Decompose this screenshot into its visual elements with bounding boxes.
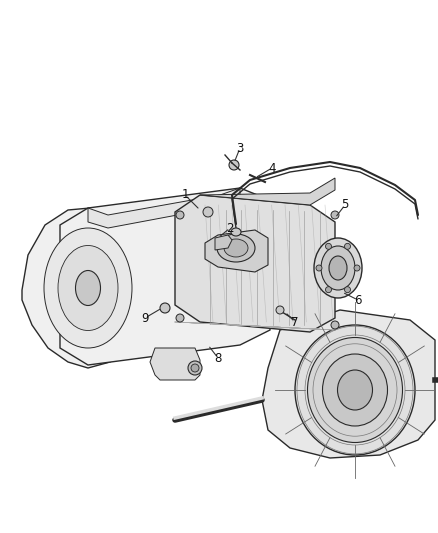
Polygon shape (22, 208, 155, 368)
Text: 9: 9 (141, 311, 149, 325)
Ellipse shape (58, 246, 118, 330)
Circle shape (176, 211, 184, 219)
Ellipse shape (322, 354, 388, 426)
Circle shape (331, 321, 339, 329)
Text: 8: 8 (214, 351, 222, 365)
Ellipse shape (295, 325, 415, 455)
Ellipse shape (44, 228, 132, 348)
Ellipse shape (314, 238, 362, 298)
Text: 2: 2 (226, 222, 234, 235)
Text: 3: 3 (237, 141, 244, 155)
Circle shape (229, 160, 239, 170)
Polygon shape (262, 310, 435, 458)
Polygon shape (88, 188, 240, 228)
Circle shape (188, 361, 202, 375)
Circle shape (345, 244, 350, 249)
Circle shape (160, 303, 170, 313)
Polygon shape (215, 235, 232, 250)
Ellipse shape (307, 337, 403, 442)
Polygon shape (150, 348, 200, 380)
Polygon shape (175, 195, 335, 332)
Text: 4: 4 (268, 161, 276, 174)
Text: 1: 1 (181, 189, 189, 201)
Circle shape (203, 207, 213, 217)
Text: 6: 6 (354, 294, 362, 306)
Ellipse shape (329, 256, 347, 280)
Ellipse shape (217, 234, 255, 262)
Circle shape (345, 287, 350, 293)
Polygon shape (205, 230, 268, 272)
Ellipse shape (338, 370, 372, 410)
Circle shape (325, 287, 332, 293)
Circle shape (331, 211, 339, 219)
Circle shape (176, 314, 184, 322)
Ellipse shape (231, 228, 241, 236)
Text: 7: 7 (291, 316, 299, 328)
Ellipse shape (321, 246, 355, 290)
Ellipse shape (75, 271, 100, 305)
Polygon shape (60, 188, 270, 365)
Circle shape (191, 364, 199, 372)
Circle shape (325, 244, 332, 249)
Text: 5: 5 (341, 198, 349, 212)
Circle shape (354, 265, 360, 271)
Circle shape (276, 306, 284, 314)
Ellipse shape (224, 239, 248, 257)
Circle shape (316, 265, 322, 271)
Polygon shape (200, 178, 335, 205)
